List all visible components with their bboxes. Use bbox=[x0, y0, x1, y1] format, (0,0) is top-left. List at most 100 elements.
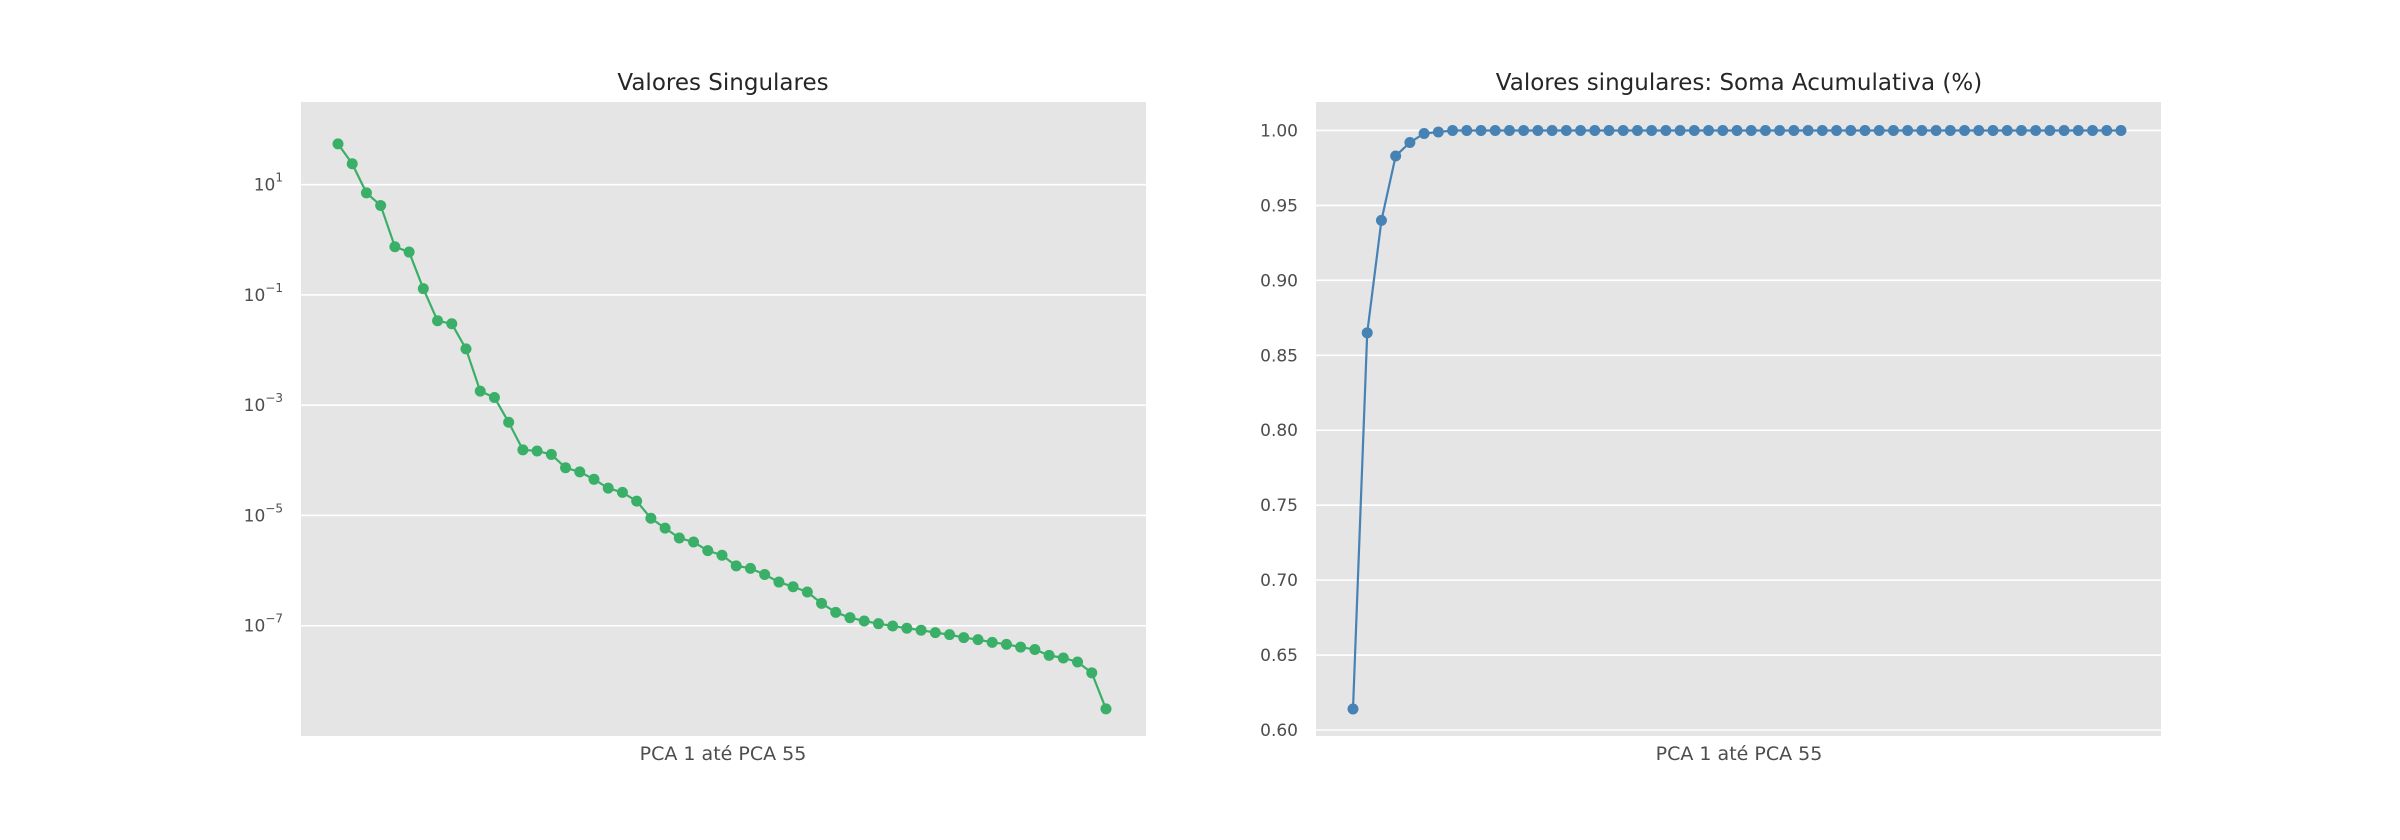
data-point bbox=[1603, 124, 1615, 136]
series-points-singular-values bbox=[332, 138, 1112, 715]
data-point bbox=[872, 618, 884, 630]
data-point bbox=[2015, 124, 2027, 136]
data-point bbox=[2115, 124, 2127, 136]
data-point bbox=[1518, 124, 1530, 136]
data-point bbox=[958, 632, 970, 644]
data-point bbox=[702, 545, 714, 557]
y-tick-label: 0.95 bbox=[1260, 196, 1298, 216]
data-point bbox=[1959, 124, 1971, 136]
data-point bbox=[1043, 649, 1055, 661]
data-point bbox=[1831, 124, 1843, 136]
data-point bbox=[1788, 124, 1800, 136]
data-point bbox=[816, 597, 828, 609]
y-tick-exponent: −3 bbox=[265, 391, 283, 405]
data-point bbox=[588, 473, 600, 485]
y-tick-label: 10−7 bbox=[244, 612, 283, 637]
data-point bbox=[1560, 124, 1572, 136]
data-point bbox=[1575, 124, 1587, 136]
data-point bbox=[1057, 652, 1069, 664]
y-tick-label: 10−3 bbox=[244, 391, 283, 416]
data-point bbox=[1418, 127, 1430, 139]
data-point bbox=[1447, 124, 1459, 136]
y-tick-base: 10 bbox=[244, 286, 266, 306]
data-point bbox=[1930, 124, 1942, 136]
data-point bbox=[1759, 124, 1771, 136]
data-point bbox=[2072, 124, 2084, 136]
data-point bbox=[659, 522, 671, 534]
y-tick-label: 10−5 bbox=[244, 501, 283, 526]
y-tick-label: 0.85 bbox=[1260, 346, 1298, 366]
data-point bbox=[915, 624, 927, 636]
data-point bbox=[2001, 124, 2013, 136]
y-tick-exponent: −7 bbox=[265, 612, 283, 626]
data-point bbox=[1086, 667, 1098, 679]
data-point bbox=[759, 568, 771, 580]
data-point bbox=[631, 495, 643, 507]
data-point bbox=[1617, 124, 1629, 136]
data-point bbox=[517, 444, 529, 456]
data-point bbox=[1987, 124, 1999, 136]
data-point bbox=[887, 620, 899, 632]
data-point bbox=[545, 448, 557, 460]
data-point bbox=[1432, 126, 1444, 138]
y-tick-label: 0.70 bbox=[1260, 571, 1298, 591]
data-point bbox=[1546, 124, 1558, 136]
data-point bbox=[1845, 124, 1857, 136]
data-point bbox=[1688, 124, 1700, 136]
data-point bbox=[1944, 124, 1956, 136]
data-point bbox=[531, 445, 543, 457]
data-point bbox=[2044, 124, 2056, 136]
data-point bbox=[503, 416, 515, 428]
data-point bbox=[1916, 124, 1928, 136]
data-point bbox=[1973, 124, 1985, 136]
y-axis-cumulative-sum: 0.60 0.65 0.70 0.75 0.80 0.85 0.90 0.95 1.00 bbox=[1260, 121, 1298, 741]
data-point bbox=[716, 549, 728, 561]
data-point bbox=[403, 246, 415, 258]
grid-singular-values bbox=[301, 183, 1146, 627]
data-point bbox=[1674, 124, 1686, 136]
data-point bbox=[346, 158, 358, 170]
data-point bbox=[1000, 638, 1012, 650]
plot-area-singular-values bbox=[301, 102, 1146, 736]
y-tick-label: 0.60 bbox=[1260, 721, 1298, 741]
data-point bbox=[744, 562, 756, 574]
y-tick-label: 0.75 bbox=[1260, 496, 1298, 516]
data-point bbox=[1532, 124, 1544, 136]
data-point bbox=[901, 622, 913, 634]
data-point bbox=[560, 462, 572, 474]
y-tick-label: 0.65 bbox=[1260, 646, 1298, 666]
data-point bbox=[844, 612, 856, 624]
y-tick-base: 10 bbox=[244, 506, 266, 526]
data-point bbox=[574, 466, 586, 478]
y-tick-base: 10 bbox=[244, 617, 266, 637]
data-point bbox=[1375, 214, 1387, 226]
data-point bbox=[488, 392, 500, 404]
data-point bbox=[1802, 124, 1814, 136]
data-point bbox=[1347, 703, 1359, 715]
data-point bbox=[986, 636, 998, 648]
y-tick-exponent: −5 bbox=[265, 501, 283, 515]
data-point bbox=[1717, 124, 1729, 136]
data-point bbox=[1072, 656, 1084, 668]
chart-title-singular-values: Valores Singulares bbox=[617, 70, 828, 96]
data-point bbox=[474, 385, 486, 397]
data-point bbox=[645, 512, 657, 524]
data-point bbox=[1646, 124, 1658, 136]
data-point bbox=[1015, 641, 1027, 653]
data-point bbox=[2101, 124, 2113, 136]
data-point bbox=[801, 586, 813, 598]
data-point bbox=[1503, 124, 1515, 136]
data-point bbox=[432, 315, 444, 327]
data-point bbox=[787, 581, 799, 593]
data-point bbox=[417, 283, 429, 295]
data-point bbox=[858, 615, 870, 627]
series-points-cumulative-sum bbox=[1347, 124, 2127, 715]
data-point bbox=[673, 532, 685, 544]
chart-cumulative-sum: 0.60 0.65 0.70 0.75 0.80 0.85 0.90 0.95 1.00 Val… bbox=[1260, 70, 2161, 765]
data-point bbox=[1029, 644, 1041, 656]
data-point bbox=[1902, 124, 1914, 136]
data-point bbox=[1390, 150, 1402, 162]
y-tick-label: 0.80 bbox=[1260, 421, 1298, 441]
chart-title-cumulative-sum: Valores singulares: Soma Acumulativa (%) bbox=[1496, 70, 1982, 96]
